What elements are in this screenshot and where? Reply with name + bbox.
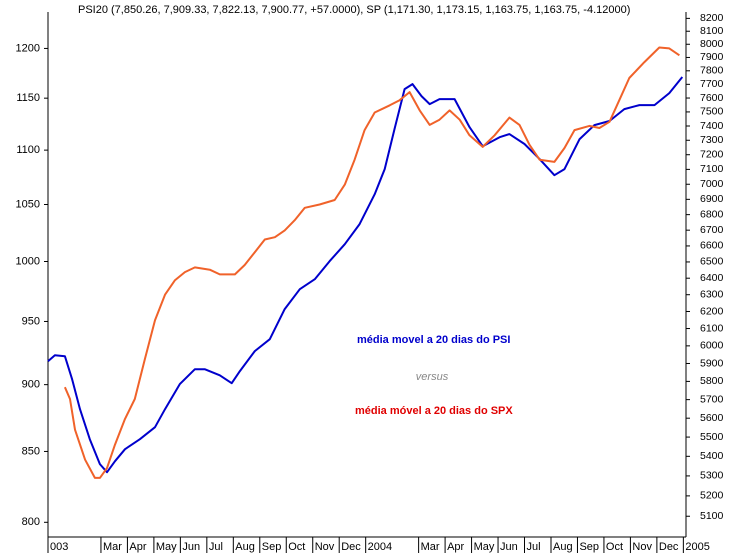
y-tick-label: 800 (22, 516, 40, 528)
x-tick-label: Mar (421, 541, 440, 553)
y2-tick-label: 7200 (700, 148, 724, 160)
y-tick-label: 1050 (16, 198, 40, 210)
y-tick-label: 1200 (16, 42, 40, 54)
y2-tick-label: 7800 (700, 65, 724, 77)
y2-tick-label: 7900 (700, 51, 724, 63)
y2-tick-label: 7000 (700, 178, 724, 190)
y2-tick-label: 5600 (700, 412, 724, 424)
y2-tick-label: 6500 (700, 256, 724, 268)
y2-tick-label: 5400 (700, 450, 724, 462)
y-tick-label: 1150 (16, 92, 40, 104)
y-tick-label: 1000 (16, 255, 40, 267)
y2-tick-label: 6000 (700, 340, 724, 352)
x-tick-label: Nov (315, 541, 335, 553)
series-line (63, 46, 680, 479)
x-tick-label: Mar (103, 541, 122, 553)
y2-tick-label: 8100 (700, 25, 724, 37)
y2-tick-label: 7400 (700, 120, 724, 132)
y2-tick-label: 6600 (700, 240, 724, 252)
x-tick-label: Oct (606, 541, 623, 553)
y2-tick-label: 5800 (700, 375, 724, 387)
legend-label: média movel a 20 dias do PSI (357, 334, 510, 346)
y2-tick-label: 6900 (700, 193, 724, 205)
y2-tick-label: 5700 (700, 393, 724, 405)
x-tick-label: Sep (579, 541, 599, 553)
x-tick-label: Dec (341, 541, 361, 553)
x-tick-label: Apr (129, 541, 146, 553)
y2-tick-label: 7600 (700, 92, 724, 104)
y-tick-label: 900 (22, 379, 40, 391)
y2-tick-label: 7100 (700, 163, 724, 175)
chart-title: PSI20 (7,850.26, 7,909.33, 7,822.13, 7,9… (78, 4, 630, 16)
y2-tick-label: 8200 (700, 12, 724, 24)
x-tick-label: Oct (288, 541, 305, 553)
y2-tick-label: 7500 (700, 106, 724, 118)
y-tick-label: 950 (22, 315, 40, 327)
y2-tick-label: 6700 (700, 224, 724, 236)
y2-tick-label: 5500 (700, 431, 724, 443)
x-tick-label: Sep (262, 541, 282, 553)
y-tick-label: 1100 (16, 144, 40, 156)
x-tick-label: Apr (447, 541, 464, 553)
y2-tick-label: 6100 (700, 322, 724, 334)
y2-tick-label: 5200 (700, 490, 724, 502)
x-tick-label: Aug (235, 541, 255, 553)
y2-tick-label: 6800 (700, 208, 724, 220)
x-tick-label: Aug (553, 541, 573, 553)
x-tick-label: Dec (659, 541, 679, 553)
y2-tick-label: 6400 (700, 272, 724, 284)
x-tick-label: 003 (50, 541, 68, 553)
y2-tick-label: 8000 (700, 38, 724, 50)
y2-tick-label: 6200 (700, 305, 724, 317)
y2-tick-label: 5100 (700, 510, 724, 522)
x-tick-label: Nov (632, 541, 652, 553)
x-tick-label: Jul (209, 541, 223, 553)
y2-tick-label: 5300 (700, 470, 724, 482)
legend-label: média móvel a 20 dias do SPX (355, 405, 513, 417)
y2-tick-label: 6300 (700, 288, 724, 300)
y2-tick-label: 7700 (700, 78, 724, 90)
x-tick-label: 2005 (685, 541, 709, 553)
series-line (47, 76, 684, 474)
y2-tick-label: 5900 (700, 357, 724, 369)
annotation: versus (416, 371, 449, 383)
x-tick-label: 2004 (368, 541, 392, 553)
y2-tick-label: 7300 (700, 134, 724, 146)
x-tick-label: May (156, 541, 177, 553)
x-tick-label: May (474, 541, 495, 553)
x-tick-label: Jun (500, 541, 518, 553)
y-tick-label: 850 (22, 445, 40, 457)
x-tick-label: Jul (527, 541, 541, 553)
x-tick-label: Jun (182, 541, 200, 553)
